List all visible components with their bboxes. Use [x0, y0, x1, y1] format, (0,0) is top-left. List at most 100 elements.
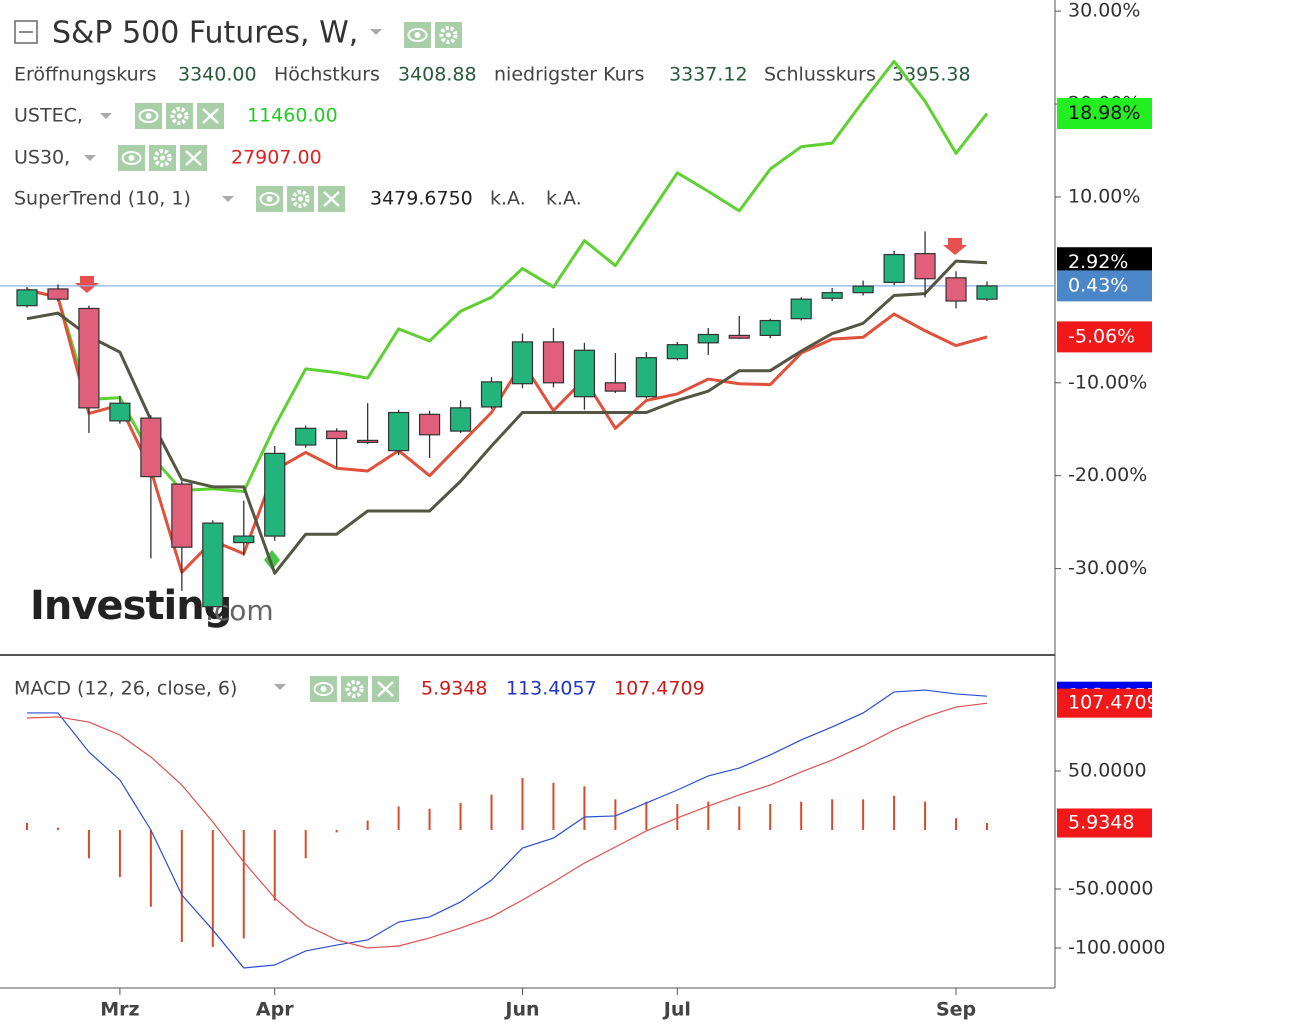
eye-icon: [138, 109, 159, 123]
gear-icon: [153, 149, 172, 167]
candle-body: [202, 522, 224, 608]
price-badge-label: 2.92%: [1068, 251, 1128, 273]
legend-value: 3479.6750: [370, 188, 473, 210]
gear-icon: [439, 26, 458, 44]
candle-body: [852, 285, 874, 294]
y-tick-label: -30.00%: [1068, 557, 1147, 579]
eye-icon: [259, 192, 280, 206]
eye-icon: [121, 151, 142, 165]
close-icon: [185, 150, 202, 166]
price-badge-label: 18.98%: [1068, 102, 1140, 124]
ohlc-label: Schlusskurs: [764, 64, 876, 86]
gear-icon: [291, 190, 310, 208]
candle-body: [945, 277, 967, 302]
candle-body: [914, 253, 936, 280]
eye-icon: [313, 682, 334, 696]
y-tick-label: 10.00%: [1068, 185, 1140, 207]
candle-body: [976, 285, 998, 300]
price-badge-label: 107.4709: [1068, 692, 1159, 714]
macd-value: 113.4057: [506, 678, 597, 700]
candle-body: [171, 483, 193, 548]
ohlc-value: 3395.38: [892, 64, 971, 86]
legend-extra: k.A.: [490, 188, 526, 210]
eye-pupil: [414, 32, 421, 38]
candle-body: [604, 382, 626, 392]
close-icon: [323, 191, 340, 207]
macd-line: [26, 702, 988, 949]
legend-value: 27907.00: [231, 147, 322, 169]
price-badge: [1057, 270, 1152, 302]
collapse-icon[interactable]: [14, 20, 38, 44]
close-icon: [202, 108, 219, 124]
candle-body: [233, 535, 255, 544]
x-tick-label: Jul: [662, 999, 691, 1021]
gear-icon: [170, 107, 189, 125]
price-badge: [1057, 98, 1152, 130]
x-tick-label: Apr: [256, 999, 294, 1021]
ohlc-value: 3408.88: [398, 64, 477, 86]
ohlc-value: 3337.12: [669, 64, 748, 86]
chart-title: S&P 500 Futures, W,: [52, 16, 358, 51]
y-tick-label: 30.00%: [1068, 0, 1140, 22]
candle-body: [821, 292, 843, 299]
macd-value: 5.9348: [421, 678, 487, 700]
sell-signal: [943, 238, 967, 255]
candle-body: [78, 307, 100, 409]
dropdown-caret[interactable]: [84, 155, 96, 161]
x-tick-label: Sep: [936, 999, 976, 1021]
gear-hub: [446, 32, 451, 38]
legend-name: US30,: [14, 147, 70, 169]
candle-body: [573, 349, 596, 398]
sell-signal: [75, 276, 99, 293]
eye-icon: [407, 28, 428, 42]
candle-body: [480, 381, 503, 408]
x-tick-label: Jun: [503, 999, 539, 1021]
legend-name: USTEC,: [14, 105, 83, 127]
price-badge: [1057, 321, 1152, 353]
gear-hub: [160, 155, 165, 161]
price-badge: [1057, 808, 1152, 838]
ohlc-label: Höchstkurs: [274, 64, 380, 86]
ohlc-value: 3340.00: [178, 64, 257, 86]
gear-hub: [352, 686, 357, 692]
legend-name: SuperTrend (10, 1): [14, 188, 191, 210]
candle-body: [759, 319, 781, 336]
candle-body: [449, 407, 472, 432]
eye-pupil: [145, 113, 152, 119]
ohlc-label: Eröffnungskurs: [14, 64, 156, 86]
ohlc-label: niedrigster Kurs: [494, 64, 644, 86]
candle-body: [511, 341, 534, 385]
dropdown-caret[interactable]: [274, 684, 286, 690]
candle-body: [697, 333, 719, 344]
candle-body: [264, 452, 286, 537]
eye-pupil: [320, 686, 327, 692]
candle-body: [140, 417, 162, 478]
candle-body: [109, 402, 131, 422]
x-tick-label: Mrz: [100, 999, 139, 1021]
price-badge: [1057, 688, 1152, 718]
eye-pupil: [128, 155, 135, 161]
series-line: [26, 259, 988, 575]
legend-value: 11460.00: [247, 105, 338, 127]
candle-body: [295, 427, 317, 446]
y-tick-label: -100.0000: [1068, 936, 1166, 958]
dropdown-caret[interactable]: [100, 113, 112, 119]
candle-body: [357, 439, 379, 443]
candle-body: [418, 413, 441, 436]
watermark: Investing: [30, 583, 231, 629]
y-tick-label: 50.0000: [1068, 759, 1147, 781]
candle-body: [326, 430, 348, 440]
candle-body: [16, 289, 38, 307]
candle-body: [666, 344, 688, 360]
price-badge-label: -5.06%: [1068, 325, 1135, 347]
dropdown-caret[interactable]: [222, 196, 234, 202]
candle-body: [542, 341, 565, 384]
close-icon: [377, 681, 394, 697]
macd-value: 107.4709: [614, 678, 705, 700]
candle-body: [635, 357, 657, 398]
legend-extra: k.A.: [546, 188, 582, 210]
price-badge-label: 0.43%: [1068, 274, 1128, 296]
dropdown-caret[interactable]: [370, 29, 382, 35]
